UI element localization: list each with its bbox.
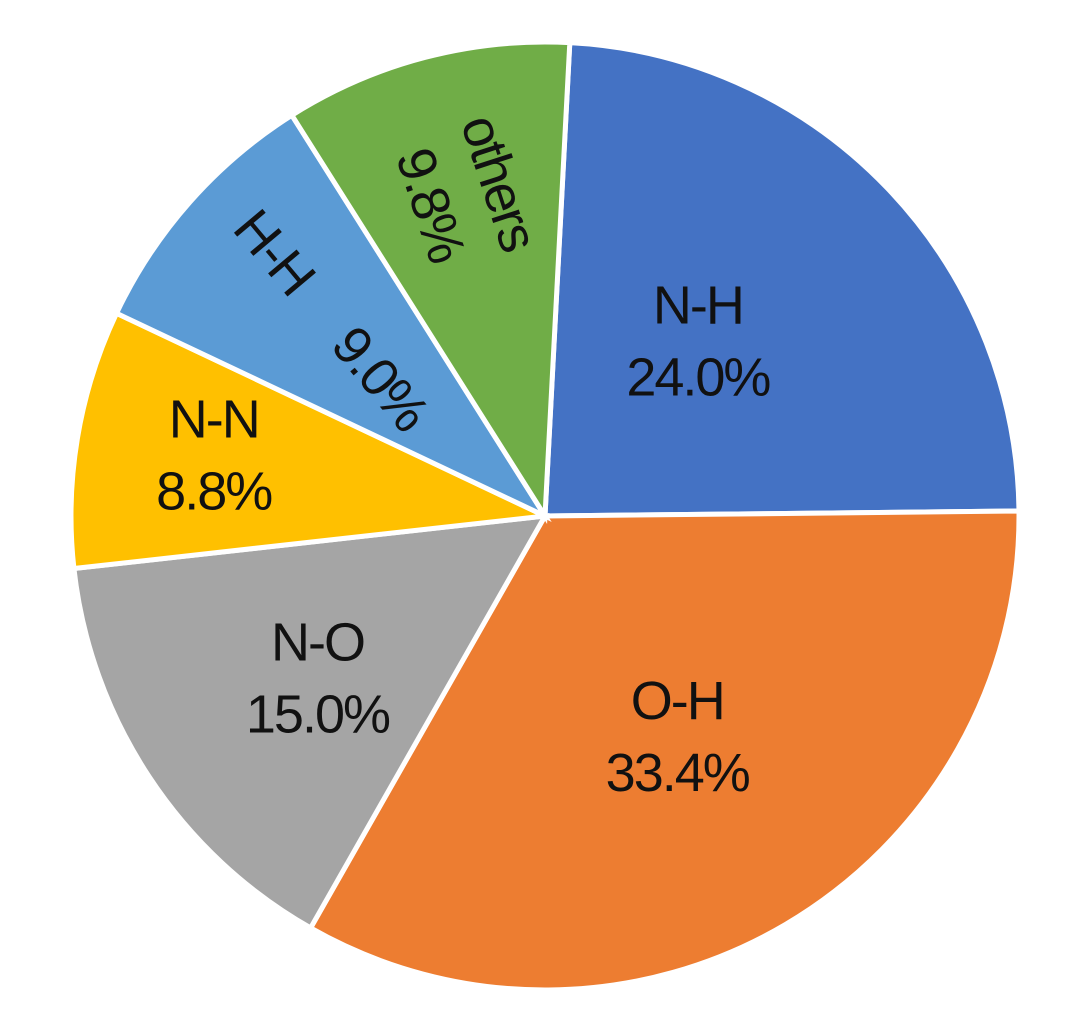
pie-slice: [288, 39, 573, 524]
value-label: 15.0%: [246, 685, 390, 745]
pie-slice: [307, 508, 1022, 993]
category-label: N-O: [271, 613, 364, 673]
category-label: O-H: [631, 671, 724, 731]
slice-label: O-H 33.4%: [606, 671, 752, 803]
pie-slice: [113, 111, 552, 522]
value-label: 8.8%: [156, 461, 272, 521]
pie-slice: [542, 40, 1022, 519]
value-label: 33.4%: [606, 743, 750, 803]
pie-slice: [68, 309, 555, 572]
slice-label: N-H 24.0%: [626, 276, 772, 408]
category-label: N-H: [653, 276, 743, 336]
slice-label: N-O 15.0%: [246, 613, 392, 745]
category-label: N-N: [169, 389, 259, 449]
value-label: 24.0%: [626, 348, 770, 408]
slice-label: N-N 8.8%: [156, 389, 274, 521]
pie-slice: [71, 512, 550, 932]
